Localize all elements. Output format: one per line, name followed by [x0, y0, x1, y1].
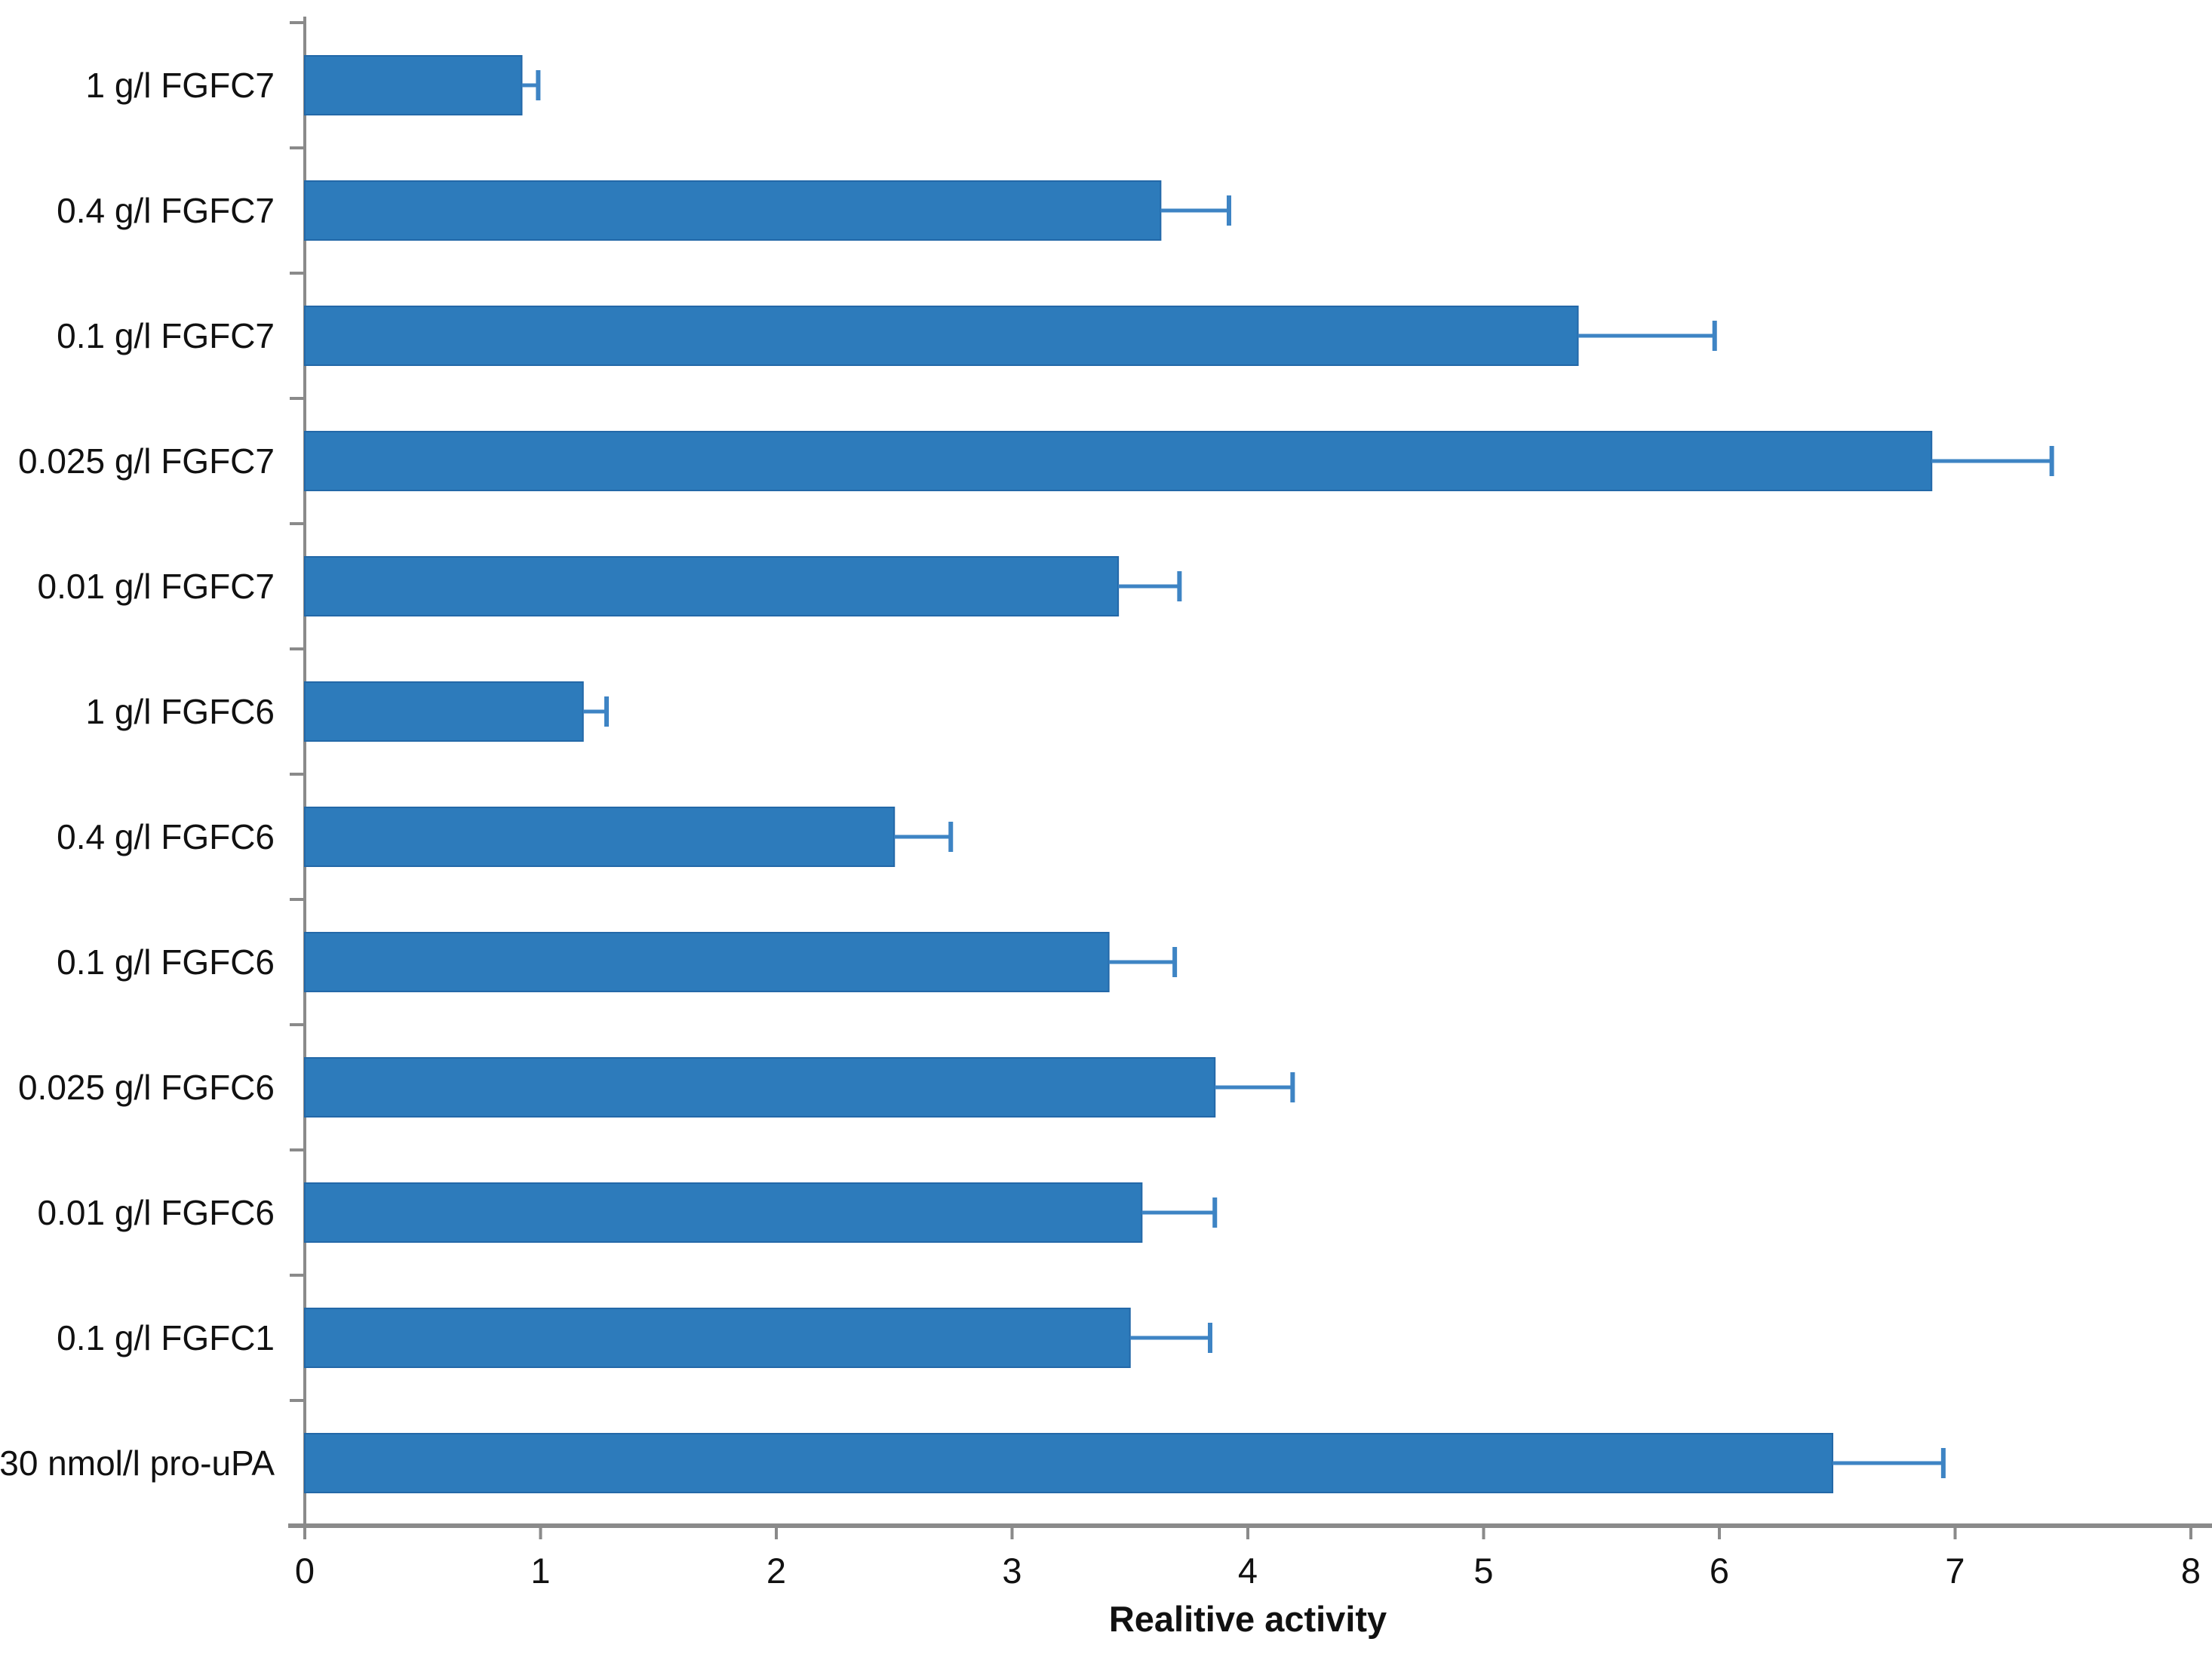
bar-4: [304, 556, 1120, 616]
bar-9: [304, 1182, 1143, 1243]
x-tick-label-6: 6: [1710, 1551, 1729, 1591]
x-tick-label-3: 3: [1002, 1551, 1022, 1591]
x-axis-title: Realitive activity: [1109, 1599, 1387, 1639]
bar-5: [304, 681, 584, 742]
category-label-1: 0.4 g/l FGFC7: [57, 191, 275, 230]
x-tick-label-1: 1: [530, 1551, 550, 1591]
bar-3: [304, 431, 1933, 491]
bar-1: [304, 180, 1162, 241]
category-label-7: 0.1 g/l FGFC6: [57, 942, 275, 982]
bar-11: [304, 1433, 1833, 1493]
bar-8: [304, 1057, 1216, 1118]
category-label-6: 0.4 g/l FGFC6: [57, 817, 275, 856]
category-label-5: 1 g/l FGFC6: [85, 692, 275, 731]
bar-10: [304, 1308, 1131, 1368]
bar-6: [304, 807, 896, 867]
x-tick-label-2: 2: [767, 1551, 786, 1591]
category-label-8: 0.025 g/l FGFC6: [18, 1068, 275, 1107]
bar-0: [304, 55, 523, 115]
category-label-11: 30 nmol/l pro-uPA: [0, 1443, 275, 1483]
error-bars-layer: [521, 70, 2054, 1478]
category-label-4: 0.01 g/l FGFC7: [38, 567, 275, 606]
x-tick-label-4: 4: [1238, 1551, 1258, 1591]
x-tick-label-5: 5: [1473, 1551, 1493, 1591]
labels-layer: 0 1 2 3 4 5 6 7 8 1 g/l FGFC7 0.4 g/l FGFC7 0.1 g/l…: [0, 66, 2201, 1591]
bars-layer: [304, 55, 1933, 1493]
category-label-0: 1 g/l FGFC7: [85, 66, 275, 105]
category-label-9: 0.01 g/l FGFC6: [38, 1193, 275, 1232]
category-label-3: 0.025 g/l FGFC7: [18, 441, 275, 481]
category-label-10: 0.1 g/l FGFC1: [57, 1318, 275, 1357]
x-tick-label-7: 7: [1945, 1551, 1965, 1591]
x-tick-label-8: 8: [2181, 1551, 2201, 1591]
bar-7: [304, 932, 1110, 992]
x-tick-label-0: 0: [295, 1551, 315, 1591]
category-label-2: 0.1 g/l FGFC7: [57, 316, 275, 355]
bar-2: [304, 306, 1579, 366]
axes-layer: [288, 17, 2212, 1539]
